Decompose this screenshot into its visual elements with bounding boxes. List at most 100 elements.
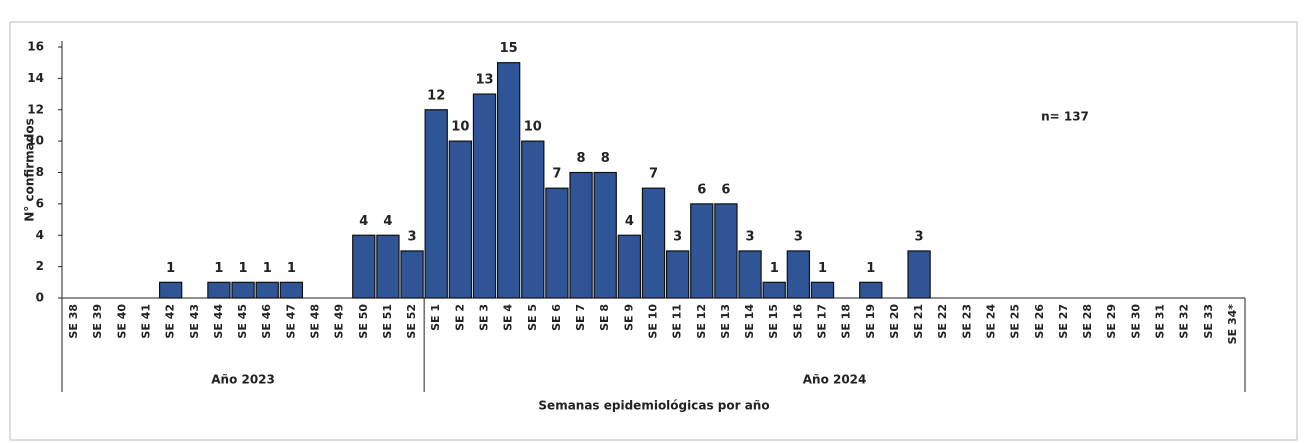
data-label: 6 [697,182,706,197]
data-label: 1 [770,261,779,276]
x-tick-label: SE 26 [1033,304,1046,339]
x-axis-title: Semanas epidemiológicas por año [538,399,769,413]
y-tick-label: 6 [36,196,44,210]
data-label: 3 [915,229,924,244]
x-tick-label: SE 49 [333,304,346,339]
x-tick-label: SE 6 [550,304,563,331]
y-tick-label: 12 [27,102,44,116]
bar [593,171,617,299]
bar [907,250,931,299]
bar [448,140,473,299]
x-tick-label: SE 51 [381,304,394,339]
x-tick-label: SE 3 [478,304,491,331]
x-tick-label: SE 32 [1178,304,1191,339]
data-label: 3 [746,229,755,244]
x-tick-label: SE 52 [405,304,418,339]
x-tick-label: SE 9 [622,304,635,331]
data-label: 15 [500,41,518,56]
bar [690,203,714,299]
x-tick-label: SE 25 [1009,304,1022,339]
x-tick-label: SE 29 [1105,304,1118,339]
bar [665,250,690,299]
chart-frame [9,21,1298,441]
x-tick-label: SE 10 [647,304,660,339]
x-tick-label: SE 11 [671,304,684,339]
data-label: 1 [166,261,175,276]
bar [545,187,569,299]
y-tick-label: 2 [36,259,44,273]
bar [738,250,762,299]
bar [569,171,593,299]
x-tick-label: SE 46 [260,304,273,339]
x-tick-label: SE 12 [695,304,708,339]
data-label: 8 [601,151,610,166]
data-label: 4 [359,214,368,229]
data-label: 3 [794,229,803,244]
bar [400,250,424,299]
bar [521,140,545,299]
y-tick-label: 10 [27,134,44,148]
y-tick-label: 8 [36,165,44,179]
bar [279,281,304,299]
x-tick-label: SE 41 [140,304,153,339]
x-tick-label: SE 23 [960,304,973,339]
bar [158,281,183,299]
data-label: 1 [818,261,827,276]
data-label: 3 [408,229,417,244]
group-label: Año 2024 [803,373,867,387]
data-label: 7 [552,167,561,182]
bar [617,234,642,299]
x-tick-label: SE 27 [1057,304,1070,339]
x-tick-label: SE 31 [1154,304,1167,339]
bar [376,234,400,299]
x-tick-label: SE 45 [236,304,249,339]
data-label: 13 [475,73,493,88]
x-tick-label: SE 43 [188,304,201,339]
x-tick-label: SE 5 [526,304,539,331]
x-tick-label: SE 50 [357,304,370,339]
bar [786,250,811,299]
y-tick-label: 0 [36,291,44,305]
x-tick-label: SE 4 [502,304,515,331]
data-label: 1 [239,261,248,276]
x-tick-label: SE 1 [429,304,442,331]
x-tick-label: SE 34* [1226,304,1239,345]
group-label: Año 2023 [211,373,275,387]
bar [762,281,786,299]
data-label: 1 [263,261,272,276]
annotation: n= 137 [1041,110,1089,124]
bar [496,62,521,299]
x-tick-label: SE 17 [816,304,829,339]
x-tick-label: SE 13 [719,304,732,339]
bar [859,281,883,299]
x-tick-label: SE 28 [1081,304,1094,339]
bar [714,203,738,299]
x-tick-label: SE 42 [164,304,177,339]
bar [231,281,255,299]
bar [352,234,376,299]
bar [810,281,835,299]
data-label: 4 [625,214,634,229]
data-label: 1 [214,261,223,276]
y-axis-title: N° confirmados [23,118,37,222]
bar [641,187,666,299]
x-tick-label: SE 2 [453,304,466,331]
x-tick-label: SE 16 [791,304,804,339]
data-label: 10 [451,120,469,135]
bar [424,109,448,299]
bar [472,93,497,299]
x-tick-label: SE 39 [91,304,104,339]
data-label: 7 [649,167,658,182]
bar [207,281,231,299]
data-label: 12 [427,88,445,103]
x-tick-label: SE 19 [864,304,877,339]
x-tick-label: SE 7 [574,304,587,331]
y-tick-label: 16 [27,40,44,54]
x-tick-label: SE 18 [840,304,853,339]
x-tick-label: SE 21 [912,304,925,339]
data-label: 6 [721,182,730,197]
x-tick-label: SE 15 [767,304,780,339]
data-label: 1 [287,261,296,276]
data-label: 3 [673,229,682,244]
